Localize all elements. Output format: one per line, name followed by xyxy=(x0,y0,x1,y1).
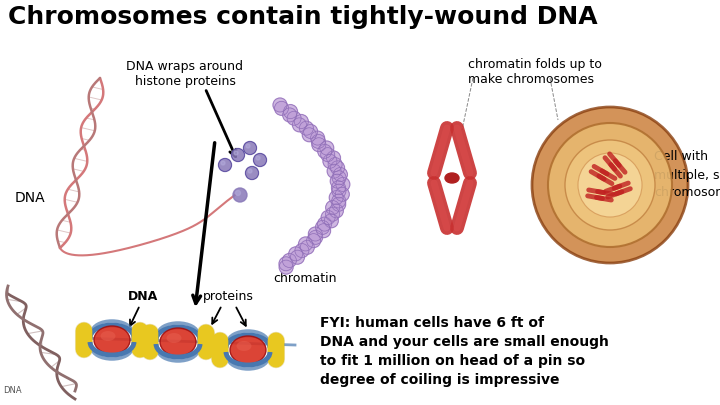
Text: FYI: human cells have 6 ft of
DNA and your cells are small enough
to fit 1 milli: FYI: human cells have 6 ft of DNA and yo… xyxy=(320,316,609,387)
Circle shape xyxy=(325,207,340,221)
Circle shape xyxy=(283,108,297,122)
Circle shape xyxy=(300,240,315,254)
Circle shape xyxy=(312,138,326,152)
Circle shape xyxy=(248,169,252,173)
Circle shape xyxy=(332,194,346,208)
Circle shape xyxy=(327,164,341,178)
Ellipse shape xyxy=(94,326,130,354)
Circle shape xyxy=(321,211,335,224)
Circle shape xyxy=(329,191,343,205)
Circle shape xyxy=(578,153,642,217)
Circle shape xyxy=(310,131,325,145)
Circle shape xyxy=(330,161,345,175)
Text: chromatin: chromatin xyxy=(274,272,337,285)
Circle shape xyxy=(307,234,320,247)
Circle shape xyxy=(318,144,332,158)
Circle shape xyxy=(234,151,238,155)
Circle shape xyxy=(253,153,266,166)
Circle shape xyxy=(326,151,341,165)
Circle shape xyxy=(279,260,293,274)
Text: Chromosomes contain tightly-wound DNA: Chromosomes contain tightly-wound DNA xyxy=(8,5,598,29)
Circle shape xyxy=(548,123,672,247)
Ellipse shape xyxy=(160,328,196,356)
Circle shape xyxy=(233,188,247,202)
Text: DNA wraps around
histone proteins: DNA wraps around histone proteins xyxy=(127,60,243,88)
Circle shape xyxy=(292,118,307,132)
Circle shape xyxy=(284,104,297,119)
Circle shape xyxy=(331,181,346,195)
Ellipse shape xyxy=(445,173,459,183)
Circle shape xyxy=(317,224,330,238)
Text: proteins: proteins xyxy=(202,290,253,303)
Circle shape xyxy=(282,254,297,267)
Circle shape xyxy=(273,98,287,112)
Circle shape xyxy=(332,197,346,211)
Text: Cell with
multiple, separate
chromosomes: Cell with multiple, separate chromosomes xyxy=(654,151,720,200)
Ellipse shape xyxy=(230,336,266,364)
Circle shape xyxy=(565,140,655,230)
Circle shape xyxy=(235,190,240,196)
Circle shape xyxy=(333,168,347,181)
Circle shape xyxy=(308,227,323,241)
Circle shape xyxy=(221,161,225,165)
Circle shape xyxy=(330,174,344,188)
Circle shape xyxy=(532,107,688,263)
Circle shape xyxy=(279,257,293,271)
Circle shape xyxy=(300,121,313,135)
Ellipse shape xyxy=(101,331,115,341)
Circle shape xyxy=(295,243,309,258)
Circle shape xyxy=(320,141,334,155)
Circle shape xyxy=(232,149,245,162)
Circle shape xyxy=(336,188,349,201)
Circle shape xyxy=(290,250,305,264)
Circle shape xyxy=(329,204,343,218)
Circle shape xyxy=(318,217,331,231)
Circle shape xyxy=(311,134,325,148)
Circle shape xyxy=(309,230,323,244)
Circle shape xyxy=(328,158,342,172)
Text: DNA: DNA xyxy=(3,386,22,395)
Circle shape xyxy=(287,111,301,125)
Circle shape xyxy=(294,115,308,128)
Circle shape xyxy=(274,101,289,115)
Circle shape xyxy=(304,124,318,139)
Circle shape xyxy=(324,214,338,228)
Circle shape xyxy=(332,171,346,185)
Circle shape xyxy=(246,166,258,179)
Circle shape xyxy=(320,148,335,162)
Circle shape xyxy=(246,144,250,148)
Circle shape xyxy=(315,220,330,234)
Circle shape xyxy=(332,184,346,198)
Circle shape xyxy=(325,200,340,215)
Circle shape xyxy=(302,128,316,142)
Circle shape xyxy=(336,177,350,192)
Circle shape xyxy=(323,154,337,168)
Ellipse shape xyxy=(236,341,251,351)
Circle shape xyxy=(243,141,256,154)
Text: DNA: DNA xyxy=(128,290,158,303)
Circle shape xyxy=(289,247,302,261)
Circle shape xyxy=(256,156,260,160)
Text: chromatin folds up to
make chromosomes: chromatin folds up to make chromosomes xyxy=(468,58,602,86)
Text: DNA: DNA xyxy=(15,191,45,205)
Circle shape xyxy=(218,158,232,171)
Ellipse shape xyxy=(166,333,181,343)
Circle shape xyxy=(299,237,312,251)
